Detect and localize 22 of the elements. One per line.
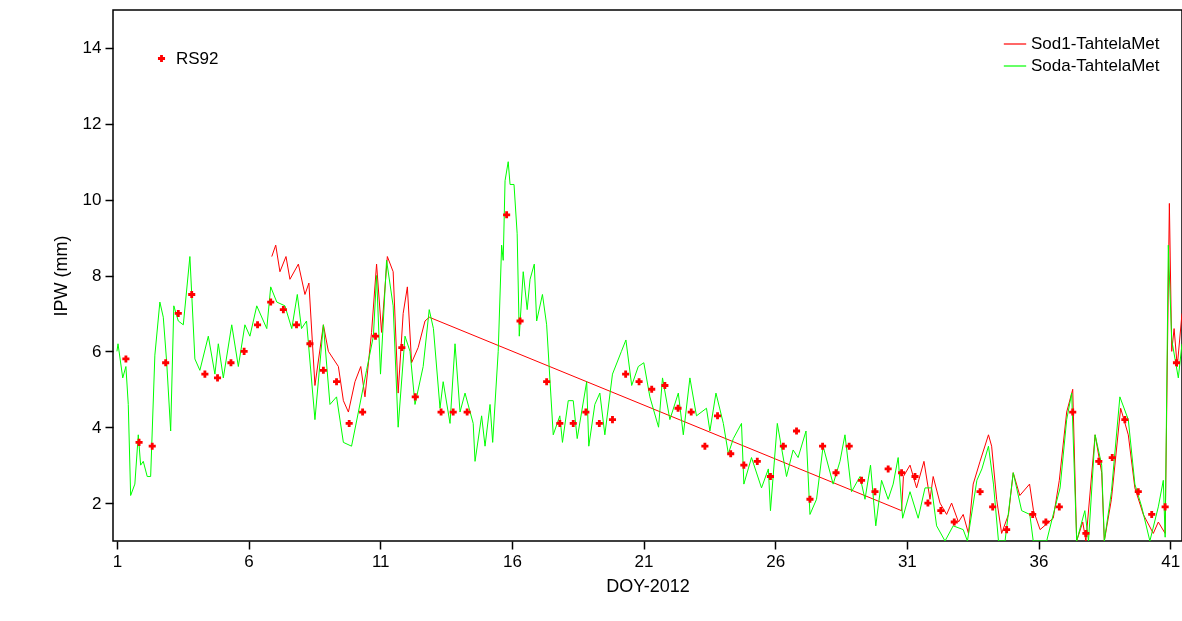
x-tick-label: 31 <box>897 551 917 571</box>
line-series <box>271 202 1182 541</box>
x-tick-label: 26 <box>766 551 786 571</box>
y-tick-label: 2 <box>92 493 102 513</box>
legend-label: RS92 <box>176 48 219 68</box>
legend-label: Sod1-TahtelaMet <box>1031 34 1160 53</box>
y-tick-label: 10 <box>82 190 102 210</box>
y-tick-label: 8 <box>92 266 102 285</box>
x-axis-title: DOY-2012 <box>606 575 690 596</box>
y-tick-label: 6 <box>92 341 102 361</box>
x-tick-label: 16 <box>502 551 522 571</box>
legend-label: Soda-TahtelaMet <box>1031 56 1160 75</box>
y-tick-label: 12 <box>82 114 102 134</box>
x-tick-label: 6 <box>244 551 254 571</box>
y-tick-label: 14 <box>82 38 102 58</box>
y-tick-label: 4 <box>92 417 102 437</box>
x-tick-label: 11 <box>371 551 390 571</box>
x-tick-label: 36 <box>1029 551 1049 571</box>
y-axis-title: IPW (mm) <box>50 235 71 317</box>
x-tick-label: 41 <box>1161 551 1181 571</box>
x-tick-label: 21 <box>634 551 654 571</box>
x-tick-label: 1 <box>112 551 123 571</box>
